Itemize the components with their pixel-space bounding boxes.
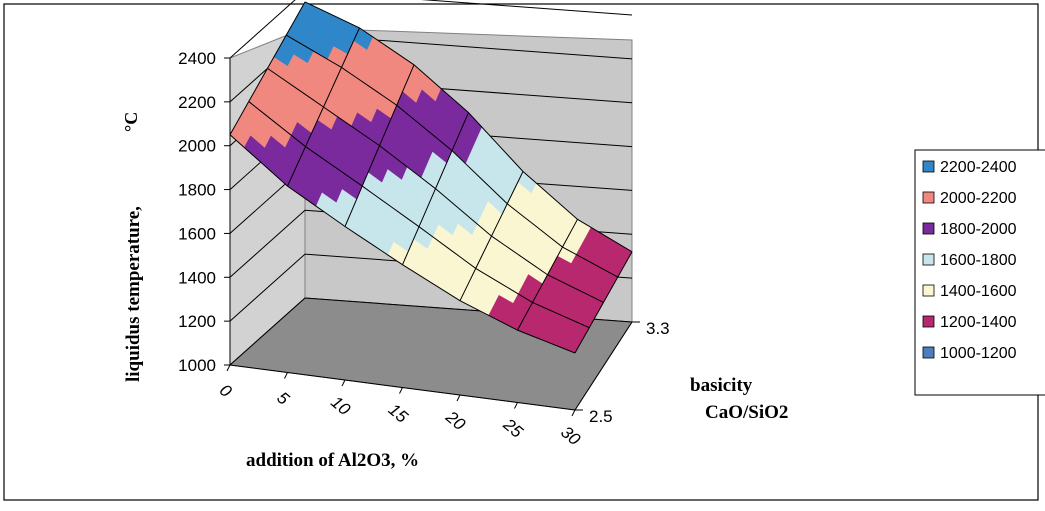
mesh-line-y <box>287 27 360 187</box>
z-tick-label: 1000 <box>178 356 216 375</box>
legend-label: 2200-2400 <box>940 159 1017 176</box>
z-axis-title: liquidus temperature, <box>123 206 144 382</box>
mesh-line-y <box>459 171 524 301</box>
legend-swatch <box>922 346 935 359</box>
legend-label: 1800-2000 <box>940 221 1017 238</box>
x-tick-mark <box>571 409 576 417</box>
y-axis-title-line2: CaO/SiO2 <box>705 402 788 423</box>
legend-label: 1200-1400 <box>940 314 1017 331</box>
x-tick-mark <box>226 364 231 372</box>
mesh-line-y <box>229 1 306 135</box>
y-tick-label: 2.5 <box>589 407 613 426</box>
gridline-2400 <box>229 0 633 59</box>
legend-label: 1400-1600 <box>940 283 1017 300</box>
surface-mesh <box>229 1 633 354</box>
legend-swatch <box>922 191 935 204</box>
mesh-line-y <box>574 251 633 354</box>
legend-box <box>914 149 1045 396</box>
legend-label: 2000-2200 <box>940 190 1017 207</box>
y-ticks: 2.5 3.3 <box>575 319 670 426</box>
mesh-line-y <box>344 64 415 227</box>
legend-label: 1000-1200 <box>940 345 1017 362</box>
z-tick-label: 1800 <box>178 181 216 200</box>
mesh-line-y <box>402 112 469 265</box>
x-axis-title: addition of Al2O3, % <box>246 450 419 471</box>
z-ticks: 1000 1200 1400 1600 1800 2000 2200 2400 <box>178 49 230 375</box>
x-tick-mark <box>341 379 346 387</box>
legend-label: 1600-1800 <box>940 252 1017 269</box>
z-tick-label: 2000 <box>178 137 216 156</box>
legend-swatch <box>922 160 935 173</box>
legend-swatch <box>922 284 935 297</box>
surface <box>229 1 633 354</box>
mesh-line-y <box>517 219 578 331</box>
x-tick-mark <box>456 394 461 402</box>
legend-swatch <box>922 222 935 235</box>
z-axis-unit: °C <box>121 112 141 132</box>
z-tick-label: 1200 <box>178 312 216 331</box>
legend: 2200-2400 2000-2200 1800-2000 1600-1800 1400… <box>914 149 1045 396</box>
z-tick-label: 2200 <box>178 93 216 112</box>
x-tick-mark <box>284 372 288 379</box>
y-axis-title-line1: basicity <box>690 375 753 396</box>
x-tick-mark <box>399 387 403 394</box>
z-tick-label: 1400 <box>178 268 216 287</box>
y-tick-label: 3.3 <box>646 319 670 338</box>
z-tick-label: 1600 <box>178 224 216 243</box>
z-tick-label: 2400 <box>178 49 216 68</box>
legend-swatch <box>922 253 935 266</box>
y-axis-line <box>574 321 633 411</box>
legend-swatch <box>922 315 935 328</box>
x-tick-mark <box>514 402 518 409</box>
